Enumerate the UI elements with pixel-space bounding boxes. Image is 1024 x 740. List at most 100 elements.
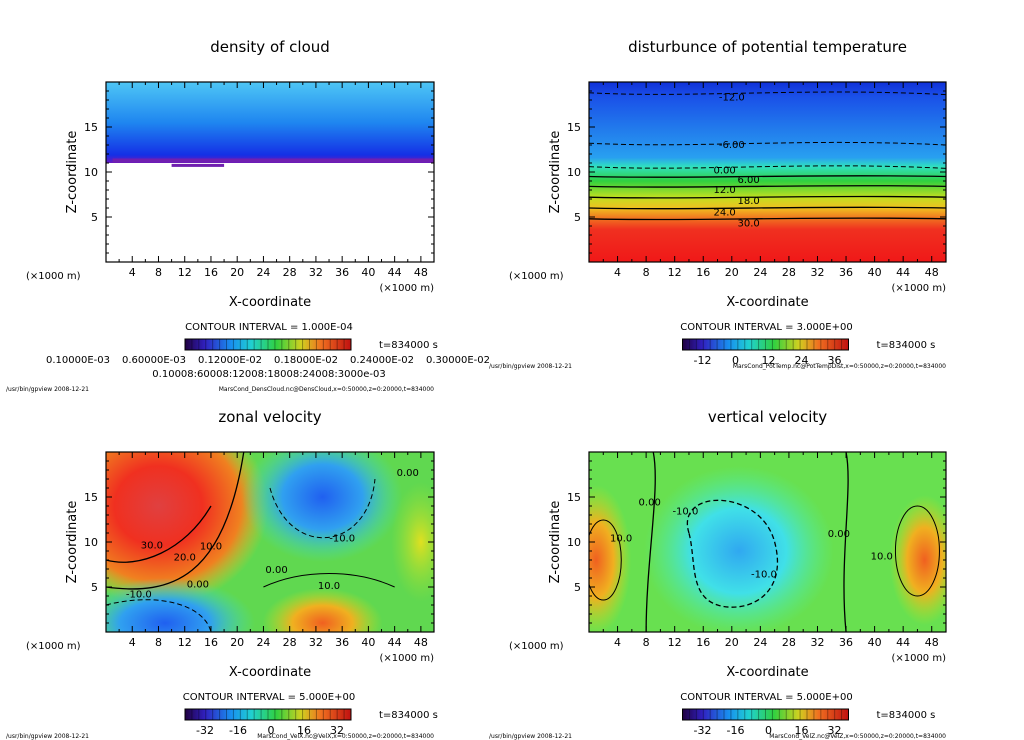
x-tick-label: 36	[839, 266, 853, 279]
colorbar-tick-label: -16	[229, 724, 247, 737]
x-tick-label: 44	[896, 636, 910, 649]
contour-label: 10.0	[610, 534, 632, 545]
colorbar-tick-label: 16	[795, 724, 809, 737]
x-tick-label: 36	[335, 636, 349, 649]
colorbar-tick-label: 0	[732, 354, 739, 367]
contour-label: -6.00	[719, 140, 745, 151]
y-unit-label: (×1000 m)	[26, 271, 81, 282]
x-tick-label: 40	[868, 636, 882, 649]
contour-plot-area	[106, 452, 434, 632]
time-label: t=834000 s	[379, 340, 438, 351]
plot-title: zonal velocity	[218, 408, 321, 426]
temperature-field	[589, 82, 946, 262]
contour-line-positive	[589, 175, 946, 178]
x-unit-label: (×1000 m)	[379, 283, 434, 294]
x-tick-label: 24	[256, 266, 270, 279]
contour-label: 0.00	[639, 498, 661, 509]
x-tick-label: 40	[361, 266, 375, 279]
footer-program-date: /usr/bin/gpview 2008-12-21	[6, 386, 89, 393]
x-tick-label: 12	[668, 636, 682, 649]
y-axis-label: Z-coordinate	[548, 501, 563, 584]
colorbar-tick-label: -32	[196, 724, 214, 737]
y-tick-label: 15	[567, 121, 581, 134]
x-tick-label: 4	[129, 636, 136, 649]
time-label: t=834000 s	[379, 710, 438, 721]
x-tick-label: 24	[753, 636, 767, 649]
y-axis-label: Z-coordinate	[65, 501, 80, 584]
contour-label: -10.0	[672, 507, 698, 518]
x-tick-label: 20	[230, 636, 244, 649]
contour-label: 10.0	[200, 542, 222, 553]
x-tick-label: 4	[614, 266, 621, 279]
x-unit-label: (×1000 m)	[379, 653, 434, 664]
y-tick-label: 5	[91, 581, 98, 594]
negative-velocity-region	[106, 578, 256, 632]
contour-line-positive	[589, 217, 946, 221]
positive-velocity-region	[589, 485, 632, 632]
time-label: t=834000 s	[877, 340, 936, 351]
footer-data-source: MarsCond_DensCloud.nc@DensCloud,x=0:5000…	[219, 386, 434, 393]
contour-label: 0.00	[397, 468, 419, 479]
contour-label: 18.0	[738, 196, 760, 207]
contour-plot-area	[589, 452, 946, 632]
x-tick-label: 20	[725, 266, 739, 279]
y-tick-label: 15	[567, 491, 581, 504]
x-tick-label: 48	[925, 636, 939, 649]
contour-label: 30.0	[141, 541, 163, 552]
x-tick-label: 32	[309, 266, 323, 279]
contour-label: 0.00	[265, 565, 287, 576]
colorbar-tick-label: 0.10000E-03	[46, 355, 110, 366]
contour-label: 6.00	[738, 175, 760, 186]
contour-line-positive	[263, 573, 395, 588]
contour-label: 30.0	[738, 218, 760, 229]
contour-plot-area	[106, 82, 434, 262]
y-tick-label: 10	[84, 536, 98, 549]
x-tick-label: 16	[204, 266, 218, 279]
contour-line-zero	[645, 452, 656, 632]
contour-line-negative	[686, 499, 779, 608]
cloud-base	[112, 158, 434, 163]
y-tick-label: 5	[574, 211, 581, 224]
x-tick-label: 32	[810, 266, 824, 279]
x-unit-label: (×1000 m)	[891, 653, 946, 664]
footer-data-source: MarsCond_PotTemp.nc@PotTempDist,x=0:5000…	[733, 363, 946, 370]
colorbar-tick-label: 36	[828, 354, 842, 367]
contour-line-negative	[589, 91, 946, 96]
contour-interval-label: CONTOUR INTERVAL = 3.000E+00	[680, 322, 852, 333]
x-axis-label: X-coordinate	[726, 665, 808, 680]
contour-plot-area	[589, 82, 946, 262]
colorbar-tick-label: -32	[694, 724, 712, 737]
plot-title: disturbunce of potential temperature	[628, 38, 907, 56]
contour-label: 24.0	[714, 208, 736, 219]
x-tick-label: 8	[643, 636, 650, 649]
contour-line-positive	[894, 505, 940, 597]
x-tick-label: 44	[896, 266, 910, 279]
footer-program-date: /usr/bin/gpview 2008-12-21	[489, 363, 572, 370]
x-tick-label: 4	[614, 636, 621, 649]
y-tick-label: 5	[91, 211, 98, 224]
x-tick-label: 40	[361, 636, 375, 649]
x-tick-label: 32	[810, 636, 824, 649]
colorbar-tick-label: 12	[762, 354, 776, 367]
colorbar-tick-label: -12	[694, 354, 712, 367]
contour-label: -10.0	[329, 534, 355, 545]
contour-line-positive	[589, 195, 946, 199]
contour-label: 10.0	[871, 552, 893, 563]
footer-data-source: MarsCond_VelZ.nc@VelZ,x=0:50000,z=0:2000…	[769, 733, 946, 740]
cloud-layer	[106, 82, 434, 163]
x-tick-label: 28	[283, 266, 297, 279]
x-tick-label: 16	[696, 636, 710, 649]
x-tick-label: 48	[925, 266, 939, 279]
x-tick-label: 8	[155, 636, 162, 649]
x-tick-label: 12	[178, 636, 192, 649]
y-tick-label: 15	[84, 121, 98, 134]
contour-label: 10.0	[318, 581, 340, 592]
x-tick-label: 12	[668, 266, 682, 279]
x-tick-label: 44	[388, 636, 402, 649]
y-axis-label: Z-coordinate	[548, 131, 563, 214]
colorbar-tick-labels-overlapped: 0.10008:60008:12008:18008:24008:3000e-03	[152, 369, 385, 380]
x-tick-label: 20	[230, 266, 244, 279]
y-tick-label: 10	[84, 166, 98, 179]
contour-label: -12.0	[719, 92, 745, 103]
